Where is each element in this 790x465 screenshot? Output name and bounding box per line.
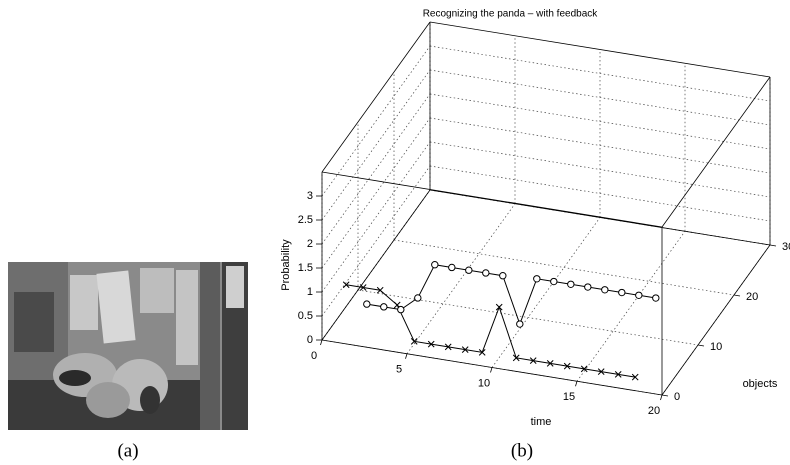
marker — [410, 337, 418, 345]
marker — [478, 348, 486, 356]
grid-line — [321, 45, 431, 197]
x-tick — [320, 339, 323, 346]
x-tick-label: 20 — [648, 405, 660, 417]
z-tick-label: 0.5 — [298, 310, 313, 322]
marker — [465, 266, 473, 274]
x-tick-label: 10 — [478, 377, 490, 389]
z-tick-label: 1 — [307, 286, 313, 298]
marker — [563, 362, 571, 370]
y-tick-label: 0 — [674, 391, 680, 403]
marker — [567, 280, 575, 288]
grid-line — [406, 203, 516, 354]
box-edge — [321, 171, 663, 228]
x-tick — [405, 353, 408, 359]
marker — [516, 320, 524, 328]
grid-line — [429, 45, 771, 102]
marker — [444, 343, 452, 351]
z-axis-label: Probability — [280, 239, 292, 291]
grid-line — [357, 289, 699, 346]
marker — [631, 373, 639, 381]
y-tick-label: 20 — [746, 291, 758, 303]
marker — [359, 284, 367, 291]
x-tick-label: 5 — [396, 364, 402, 376]
marker — [512, 354, 520, 362]
marker — [448, 263, 456, 272]
y-axis-label: objects — [743, 378, 778, 390]
box-edge — [321, 21, 431, 173]
grid-line — [321, 141, 431, 293]
y-tick — [733, 294, 741, 297]
marker — [499, 272, 507, 280]
z-tick-label: 2.5 — [298, 214, 313, 226]
grid-line — [429, 165, 771, 222]
y-tick — [769, 244, 777, 247]
marker — [533, 275, 541, 283]
marker — [427, 340, 435, 348]
x-axis-label: time — [531, 416, 552, 428]
marker — [597, 368, 605, 375]
box-edge — [429, 189, 771, 246]
chart-title: Recognizing the panda – with feedback — [423, 9, 599, 20]
marker — [482, 269, 490, 277]
y-tick — [697, 344, 705, 347]
x-tick-label: 0 — [311, 350, 317, 362]
marker — [461, 346, 469, 353]
marker — [363, 300, 371, 308]
grid-line — [321, 69, 431, 221]
marker — [431, 261, 439, 269]
z-tick-label: 0 — [307, 334, 313, 346]
grid-line — [321, 93, 431, 245]
marker — [584, 283, 592, 291]
caption: (b) — [511, 440, 533, 461]
marker — [635, 291, 643, 299]
y-tick — [661, 394, 669, 397]
marker — [529, 357, 537, 364]
x-tick — [575, 381, 578, 387]
box-edge — [429, 21, 771, 78]
grid-line — [321, 117, 431, 269]
grid-line — [491, 217, 601, 368]
y-tick-label: 30 — [782, 241, 790, 253]
marker — [618, 288, 626, 297]
series-line — [366, 264, 656, 326]
box-edge — [321, 189, 431, 341]
z-tick-label: 3 — [307, 190, 313, 202]
x-tick — [490, 367, 493, 373]
marker — [580, 365, 588, 373]
series-line — [346, 284, 636, 378]
grid-line — [576, 231, 686, 382]
grid-line — [429, 69, 771, 126]
box-edge — [661, 244, 771, 396]
marker — [652, 294, 660, 302]
z-tick-label: 2 — [307, 238, 313, 250]
marker — [397, 305, 405, 314]
grid-line — [393, 239, 735, 296]
grid-line — [429, 93, 771, 150]
marker — [495, 303, 503, 311]
marker — [546, 359, 554, 367]
marker — [342, 281, 350, 289]
grid-line — [321, 165, 431, 317]
x-tick-label: 15 — [563, 391, 575, 403]
grid-line — [429, 117, 771, 174]
box-edge — [661, 76, 771, 228]
marker — [414, 294, 422, 302]
caption: (a) — [117, 440, 138, 461]
marker — [380, 303, 388, 311]
y-tick-label: 10 — [710, 341, 722, 353]
marker — [550, 277, 558, 286]
marker — [614, 370, 622, 378]
marker — [376, 286, 384, 294]
x-tick — [660, 394, 663, 401]
photo — [8, 262, 248, 430]
z-tick-label: 1.5 — [298, 262, 313, 274]
marker — [601, 286, 609, 294]
grid-line — [429, 141, 771, 198]
